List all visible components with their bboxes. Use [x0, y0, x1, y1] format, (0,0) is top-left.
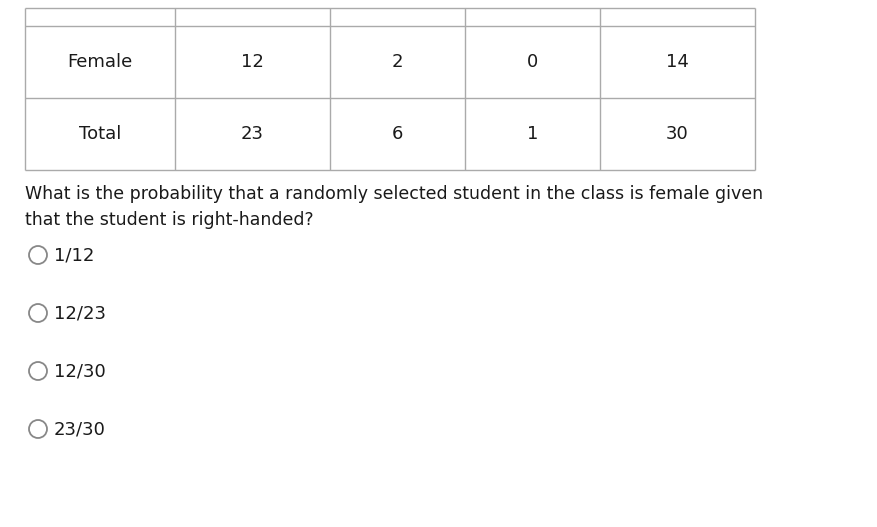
Text: 1/12: 1/12 [54, 246, 94, 264]
Text: 6: 6 [391, 125, 403, 143]
Text: 0: 0 [526, 53, 538, 71]
Text: 2: 2 [391, 53, 403, 71]
Text: What is the probability that a randomly selected student in the class is female : What is the probability that a randomly … [25, 185, 762, 229]
Text: 23: 23 [240, 125, 264, 143]
Text: 12: 12 [241, 53, 264, 71]
Text: 30: 30 [666, 125, 688, 143]
Text: 12/30: 12/30 [54, 362, 105, 380]
Text: Female: Female [68, 53, 132, 71]
Text: 14: 14 [666, 53, 688, 71]
Text: Total: Total [79, 125, 121, 143]
Text: 23/30: 23/30 [54, 420, 106, 438]
Text: 1: 1 [526, 125, 538, 143]
Text: 12/23: 12/23 [54, 304, 106, 322]
